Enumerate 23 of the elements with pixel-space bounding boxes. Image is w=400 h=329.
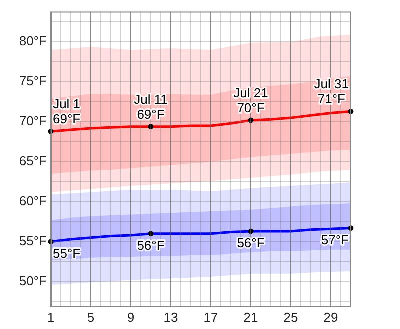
x-tick-label: 21 xyxy=(244,310,258,325)
x-tick-label: 29 xyxy=(324,310,338,325)
annotation: 55°F xyxy=(52,246,81,261)
annotation: Jul 11 69°F xyxy=(134,92,168,122)
x-tick-label: 25 xyxy=(284,310,298,325)
y-tick-label: 55°F xyxy=(19,233,48,248)
annotation: Jul 31 71°F xyxy=(314,76,350,107)
y-tick-label: 65°F xyxy=(19,154,48,169)
x-tick-label: 5 xyxy=(87,310,95,325)
annotation: Jul 21 70°F xyxy=(234,85,268,116)
y-tick-label: 50°F xyxy=(19,273,48,288)
y-tick-label: 60°F xyxy=(19,194,48,209)
annotation: 56°F xyxy=(237,236,265,251)
x-tick-label: 13 xyxy=(164,310,178,325)
x-tick-label: 17 xyxy=(204,310,218,325)
x-tick-label: 9 xyxy=(127,310,135,325)
annotation: 56°F xyxy=(137,238,165,253)
y-tick-label: 75°F xyxy=(19,74,48,89)
annotation: Jul 1 69°F xyxy=(52,96,81,127)
y-tick-label: 80°F xyxy=(19,34,48,49)
x-tick-label: 1 xyxy=(47,310,55,325)
y-tick-label: 70°F xyxy=(19,114,48,129)
annotation: 57°F xyxy=(321,232,350,248)
